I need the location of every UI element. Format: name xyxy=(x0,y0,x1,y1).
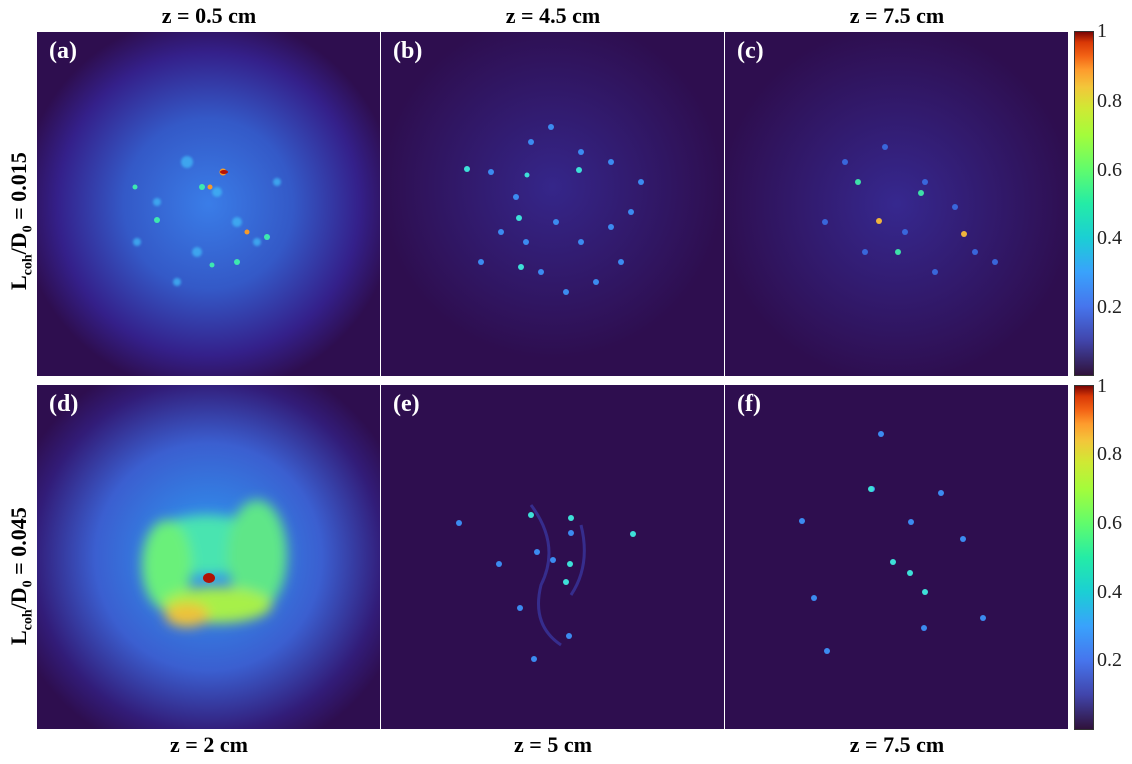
column-title-top-2: z = 4.5 cm xyxy=(505,3,601,28)
panel-label-a: (a) xyxy=(49,38,77,64)
colorbar-top-tick-1: 1 xyxy=(1097,20,1107,42)
column-title-bottom-3: z = 7.5 cm xyxy=(849,732,945,757)
panel-c: (c) xyxy=(725,32,1068,376)
colorbar-bottom-tick-08: 0.8 xyxy=(1097,443,1122,465)
colorbar-top-tick-08: 0.8 xyxy=(1097,90,1122,112)
row-title-2: Lcoh/D0 = 0.045 xyxy=(6,507,36,645)
colorbar-bottom xyxy=(1074,385,1094,730)
panel-label-b: (b) xyxy=(393,38,423,64)
colorbar-bottom-tick-02: 0.2 xyxy=(1097,649,1122,671)
speckle-image-c xyxy=(725,32,1068,376)
panel-label-f: (f) xyxy=(737,391,761,417)
colorbar-bottom-tick-06: 0.6 xyxy=(1097,512,1122,534)
column-title-bottom-2: z = 5 cm xyxy=(514,732,592,757)
panel-label-e: (e) xyxy=(393,391,420,417)
speckle-image-e xyxy=(381,385,724,729)
colorbar-bottom-tick-1: 1 xyxy=(1097,375,1107,397)
row-title-1: Lcoh/D0 = 0.015 xyxy=(6,152,36,290)
column-title-bottom-1: z = 2 cm xyxy=(170,732,248,757)
speckle-image-b xyxy=(381,32,724,376)
colorbar-top-tick-06: 0.6 xyxy=(1097,159,1122,181)
panel-e: (e) xyxy=(381,385,724,729)
speckle-image-f xyxy=(725,385,1068,729)
colorbar-top xyxy=(1074,31,1094,376)
panel-b: (b) xyxy=(381,32,724,376)
panel-a: (a) xyxy=(37,32,380,376)
panel-label-c: (c) xyxy=(737,38,764,64)
panel-f: (f) xyxy=(725,385,1068,729)
colorbar-top-tick-04: 0.4 xyxy=(1097,227,1122,249)
colorbar-bottom-tick-04: 0.4 xyxy=(1097,581,1122,603)
column-title-top-1: z = 0.5 cm xyxy=(161,3,257,28)
panel-label-d: (d) xyxy=(49,391,79,417)
speckle-image-d xyxy=(37,385,380,729)
speckle-image-a xyxy=(37,32,380,376)
panel-d: (d) xyxy=(37,385,380,729)
column-title-top-3: z = 7.5 cm xyxy=(849,3,945,28)
colorbar-top-tick-02: 0.2 xyxy=(1097,296,1122,318)
